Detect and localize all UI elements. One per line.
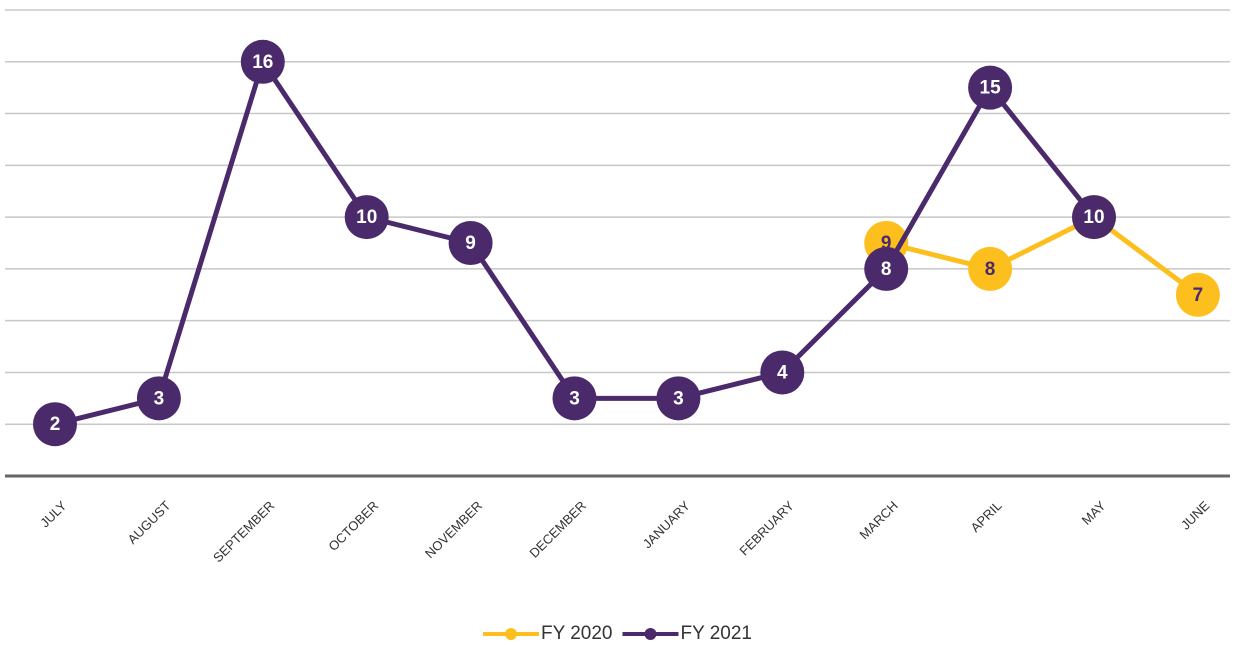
data-label: 4 <box>777 362 788 383</box>
legend-marker <box>644 628 657 640</box>
x-tick-label: MAY <box>1079 498 1109 528</box>
point-marker <box>33 402 77 447</box>
x-tick-label: JANUARY <box>640 498 694 552</box>
data-label: 3 <box>154 388 165 409</box>
data-label: 10 <box>356 207 377 228</box>
x-tick-label: JUNE <box>1178 498 1213 533</box>
point-marker <box>1072 195 1116 240</box>
data-label: 9 <box>465 233 476 254</box>
data-label: 15 <box>980 78 1002 99</box>
point-marker <box>864 246 909 291</box>
point-marker <box>1175 272 1220 317</box>
x-tick-label: OCTOBER <box>325 498 381 554</box>
data-label: 3 <box>569 388 580 409</box>
x-tick-label: FEBRUARY <box>736 498 797 559</box>
point-marker <box>136 376 181 421</box>
data-label: 9 <box>881 233 892 254</box>
data-label: 16 <box>252 52 273 73</box>
data-label: 8 <box>985 259 996 280</box>
point-marker <box>760 350 805 395</box>
point-marker <box>240 39 285 84</box>
x-tick-label: MARCH <box>856 498 900 542</box>
series-line <box>54 59 1096 427</box>
point-marker <box>656 376 701 421</box>
series-line <box>885 214 1200 297</box>
legend-label: FY 2020 <box>541 623 612 644</box>
x-tick-label: NOVEMBER <box>422 498 485 561</box>
point-marker <box>552 376 597 421</box>
x-tick-label: AUGUST <box>125 498 174 547</box>
legend-marker <box>505 628 517 640</box>
x-tick-label: SEPTEMBER <box>210 498 277 565</box>
point-marker <box>968 246 1013 291</box>
point-marker <box>344 195 389 240</box>
data-label: 10 <box>1083 207 1104 228</box>
data-label: 3 <box>673 388 684 409</box>
point-marker <box>448 221 493 265</box>
legend-label: FY 2021 <box>680 623 751 644</box>
data-label: 7 <box>1193 285 1204 306</box>
point-marker <box>968 65 1013 110</box>
data-label: 8 <box>881 259 892 280</box>
x-tick-label: APRIL <box>967 498 1004 535</box>
x-tick-label: DECEMBER <box>526 498 589 561</box>
x-tick-label: JULY <box>37 498 70 531</box>
data-label: 2 <box>50 414 61 435</box>
